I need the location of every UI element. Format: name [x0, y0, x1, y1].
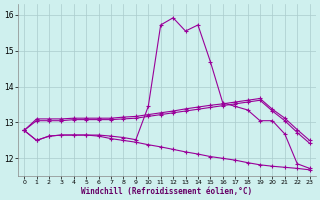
- X-axis label: Windchill (Refroidissement éolien,°C): Windchill (Refroidissement éolien,°C): [81, 187, 252, 196]
